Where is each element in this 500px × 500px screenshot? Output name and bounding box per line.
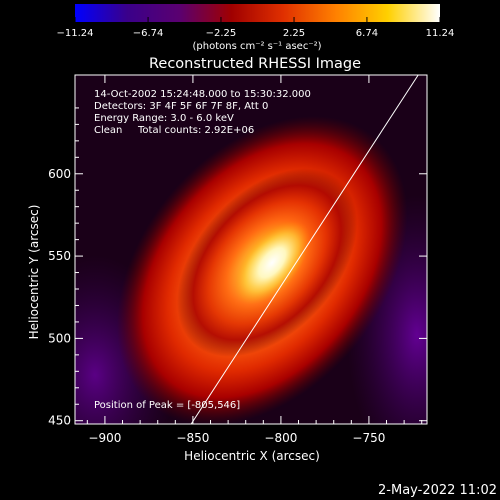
colorbar-tick-label: −11.24 <box>56 28 93 39</box>
y-axis-ticks: 450 500 550 600 <box>48 107 427 428</box>
x-axis-ticks: −900 −850 −800 −750 <box>86 75 423 445</box>
colorbar-tick-label: 2.25 <box>283 28 305 39</box>
colorbar-tick-label: 11.24 <box>426 28 455 39</box>
x-axis-label: Heliocentric X (arcsec) <box>184 449 320 463</box>
colorbar-scale <box>75 4 440 22</box>
annotation-total-counts: Total counts: 2.92E+06 <box>137 125 254 136</box>
plot-area: −900 −850 −800 −750 450 500 550 600 <box>48 74 428 445</box>
annotation-block: 14-Oct-2002 15:24:48.000 to 15:30:32.000… <box>94 89 311 136</box>
y-tick-label: 450 <box>48 414 71 428</box>
colorbar: −11.24 −6.74 −2.25 2.25 6.74 11.24 (photons c… <box>56 4 454 52</box>
colorbar-tick-label: −6.74 <box>133 28 164 39</box>
solar-limb-line <box>190 75 419 424</box>
colorbar-unit: (photons cm⁻² s⁻¹ asec⁻²) <box>192 41 321 52</box>
annotation-method: Clean <box>94 125 122 136</box>
peak-position-label: Position of Peak = [-805,546] <box>94 400 240 411</box>
x-tick-label: −750 <box>352 431 385 445</box>
colorbar-tick-label: 6.74 <box>356 28 378 39</box>
emission-map <box>75 116 427 424</box>
y-tick-label: 500 <box>48 331 71 345</box>
chart-title: Reconstructed RHESSI Image <box>149 56 361 72</box>
y-tick-label: 550 <box>48 249 71 263</box>
y-tick-label: 600 <box>48 167 71 181</box>
annotation-detectors: Detectors: 3F 4F 5F 6F 7F 8F, Att 0 <box>94 101 268 112</box>
plot-frame <box>74 74 428 425</box>
image-layer <box>75 75 427 424</box>
emission-core <box>234 220 310 305</box>
x-tick-label: −800 <box>264 431 297 445</box>
y-axis-label: Heliocentric Y (arcsec) <box>27 205 41 340</box>
x-tick-label: −900 <box>88 431 121 445</box>
colorbar-tick-label: −2.25 <box>206 28 237 39</box>
footer-timestamp: 2-May-2022 11:02 <box>378 483 497 498</box>
colorbar-ticks: −11.24 −6.74 −2.25 2.25 6.74 11.24 <box>56 17 454 39</box>
x-tick-label: −850 <box>176 431 209 445</box>
annotation-energy-range: Energy Range: 3.0 - 6.0 keV <box>94 113 234 124</box>
annotation-time-range: 14-Oct-2002 15:24:48.000 to 15:30:32.000 <box>94 89 311 100</box>
